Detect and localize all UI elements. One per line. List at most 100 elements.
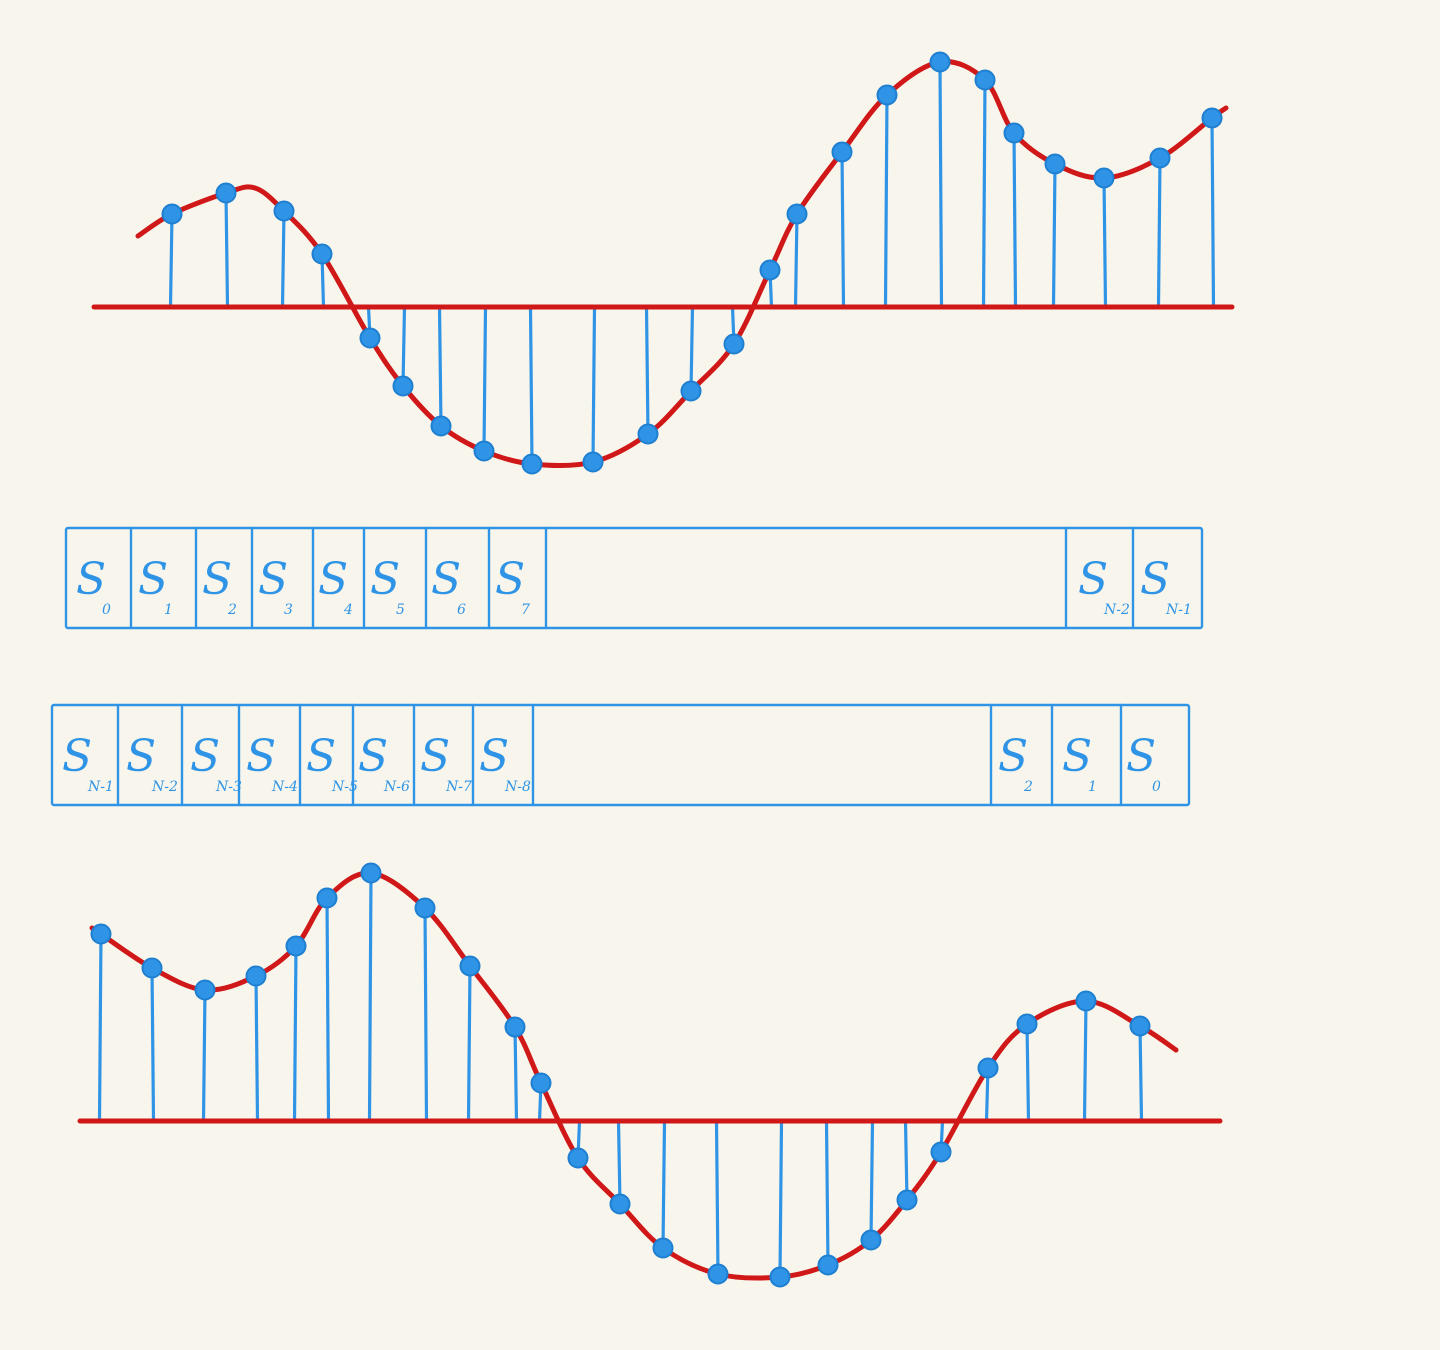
forward-cell-index: N-1 xyxy=(1165,602,1192,618)
forward-cell-index: 0 xyxy=(102,602,111,618)
top-sample-stem xyxy=(484,307,486,451)
reversed-cell-index: N-3 xyxy=(215,779,242,795)
forward-cell-letter: S xyxy=(76,554,106,605)
reversed-cell-letter: S xyxy=(306,731,336,782)
forward-cell-letter: S xyxy=(1140,554,1170,605)
reversed-cell-letter: S xyxy=(126,731,156,782)
top-sample-stem xyxy=(1159,158,1161,307)
top-sample-stem xyxy=(440,307,442,426)
forward-cell-letter: S xyxy=(431,554,461,605)
reversed-cell-letter: S xyxy=(358,731,388,782)
bottom-sample-dot xyxy=(654,1239,673,1258)
bottom-sample-dot xyxy=(461,957,480,976)
bottom-sample-dot xyxy=(92,925,111,944)
bottom-sample-stem xyxy=(1085,1001,1087,1121)
top-sample-dot xyxy=(931,53,950,72)
top-sample-stem xyxy=(984,80,986,307)
forward-cell: S1 xyxy=(138,554,173,618)
bottom-sample-dot xyxy=(143,959,162,978)
top-sample-dot xyxy=(639,425,658,444)
reversed-cell-letter: S xyxy=(62,731,92,782)
forward-cell-letter: S xyxy=(202,554,232,605)
top-sample-stem xyxy=(593,307,595,462)
forward-cell-letter: S xyxy=(138,554,168,605)
forward-cell-letter: S xyxy=(1078,554,1108,605)
bottom-sample-dot xyxy=(771,1268,790,1287)
bottom-sample-dot xyxy=(611,1195,630,1214)
bottom-sample-dot xyxy=(318,889,337,908)
reversed-cell: S2 xyxy=(998,731,1033,795)
bottom-sample-stem xyxy=(827,1121,829,1265)
top-sample-stem xyxy=(283,211,285,307)
reversed-cell: SN-4 xyxy=(246,731,298,795)
bottom-sample-dot xyxy=(196,981,215,1000)
top-sample-stem xyxy=(647,307,649,434)
bottom-sample-dot xyxy=(532,1074,551,1093)
top-sample-stem xyxy=(796,214,798,307)
top-sample-stem xyxy=(1212,118,1214,307)
top-sample-dot xyxy=(275,202,294,221)
bottom-sample-dot xyxy=(898,1191,917,1210)
reversed-cell-letter: S xyxy=(1126,731,1156,782)
top-sample-dot xyxy=(475,442,494,461)
reversed-cell-letter: S xyxy=(246,731,276,782)
forward-cell-index: 6 xyxy=(457,602,466,618)
forward-cell-letter: S xyxy=(495,554,525,605)
top-sample-dot xyxy=(976,71,995,90)
reversed-cell-index: N-5 xyxy=(331,779,358,795)
forward-cell: S5 xyxy=(370,554,405,618)
bottom-sample-stem xyxy=(906,1121,908,1200)
reversed-cell-index: N-1 xyxy=(87,779,114,795)
bottom-sample-stem xyxy=(619,1121,621,1204)
bottom-sample-dot xyxy=(979,1059,998,1078)
bottom-sample-dot xyxy=(569,1149,588,1168)
reversed-cell-index: 0 xyxy=(1152,779,1161,795)
bottom-sample-stem xyxy=(780,1121,782,1277)
forward-cell-letter: S xyxy=(370,554,400,605)
bottom-sample-stem xyxy=(717,1121,719,1274)
top-sample-stem xyxy=(842,152,844,307)
bottom-sample-dot xyxy=(287,937,306,956)
top-sample-dot xyxy=(163,205,182,224)
top-sample-stem xyxy=(531,307,533,464)
bottom-sample-stem xyxy=(515,1027,517,1121)
top-sample-dot xyxy=(361,329,380,348)
forward-cell-index: 3 xyxy=(284,602,293,618)
top-sample-stem xyxy=(171,214,173,307)
top-sample-dot xyxy=(1046,155,1065,174)
top-sample-dot xyxy=(788,205,807,224)
forward-cell-index: N-2 xyxy=(1103,602,1130,618)
bottom-sample-stem xyxy=(327,898,329,1121)
top-sample-stem xyxy=(403,307,405,386)
reversed-cell-letter: S xyxy=(420,731,450,782)
reversed-cell-index: N-8 xyxy=(504,779,531,795)
top-sample-dot xyxy=(725,335,744,354)
reversed-cell: SN-2 xyxy=(126,731,178,795)
forward-cell: S6 xyxy=(431,554,466,618)
top-sample-dot xyxy=(394,377,413,396)
reversed-cell: SN-7 xyxy=(420,731,472,795)
bottom-sample-dot xyxy=(1077,992,1096,1011)
bottom-sample-dot xyxy=(506,1018,525,1037)
bottom-sample-stem xyxy=(100,934,102,1121)
top-sample-dot xyxy=(1151,149,1170,168)
reversed-cell: SN-5 xyxy=(306,731,358,795)
forward-cell-index: 2 xyxy=(227,602,237,618)
bottom-sample-dot xyxy=(362,864,381,883)
forward-cell-index: 4 xyxy=(343,602,353,618)
reversed-cell-index: N-7 xyxy=(445,779,472,795)
bottom-sample-stem xyxy=(871,1121,873,1240)
reversed-cell-letter: S xyxy=(1062,731,1092,782)
top-sample-dot xyxy=(878,86,897,105)
top-sample-dot xyxy=(761,261,780,280)
reversed-cell: SN-1 xyxy=(62,731,114,795)
forward-cell-letter: S xyxy=(318,554,348,605)
top-sample-dot xyxy=(313,245,332,264)
forward-cell-letter: S xyxy=(258,554,288,605)
top-sample-dot xyxy=(1005,124,1024,143)
reversed-cell-index: 1 xyxy=(1088,779,1097,795)
forward-cell: S4 xyxy=(318,554,353,618)
forward-cell-index: 1 xyxy=(164,602,173,618)
forward-cell-index: 7 xyxy=(521,602,530,618)
